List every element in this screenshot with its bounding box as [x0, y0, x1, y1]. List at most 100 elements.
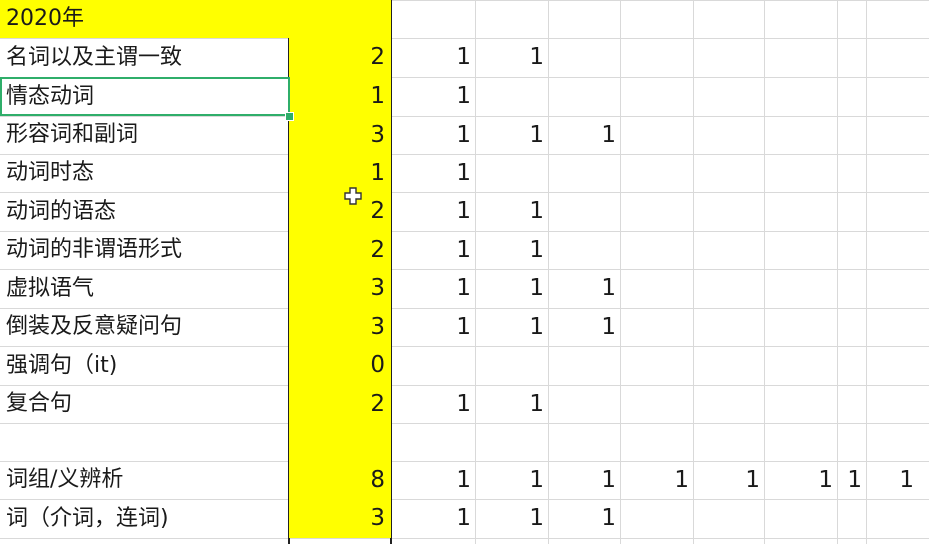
tally-cell[interactable] — [764, 385, 837, 423]
tally-cell[interactable] — [866, 154, 918, 192]
tally-cell[interactable]: 1 — [456, 198, 471, 224]
tally-cell[interactable] — [391, 423, 475, 461]
topic-count-cell[interactable]: 1 — [289, 154, 391, 192]
tally-cell[interactable] — [837, 116, 866, 154]
tally-cell[interactable] — [620, 192, 693, 231]
tally-cell[interactable] — [620, 154, 693, 192]
tally-cell[interactable]: 1 — [529, 44, 544, 70]
tally-cell[interactable]: 1 — [456, 505, 471, 531]
tally-cell[interactable] — [764, 346, 837, 385]
tally-cell[interactable] — [764, 269, 837, 308]
tally-cell[interactable] — [866, 38, 918, 77]
tally-cell[interactable]: 1 — [529, 236, 544, 263]
tally-cell[interactable] — [620, 38, 693, 77]
tally-cell[interactable]: 1 — [456, 466, 471, 493]
topic-label-cell[interactable]: 词组/义辨析 — [6, 467, 124, 492]
tally-cell[interactable] — [475, 77, 548, 116]
tally-cell[interactable] — [866, 346, 918, 385]
tally-cell[interactable] — [866, 192, 918, 231]
tally-cell[interactable] — [866, 77, 918, 116]
tally-cell[interactable]: 1 — [456, 44, 471, 70]
tally-cell[interactable] — [693, 269, 764, 308]
tally-cell[interactable] — [548, 192, 620, 231]
tally-cell[interactable]: 1 — [601, 505, 616, 531]
tally-cell[interactable]: 1 — [818, 466, 833, 493]
topic-count-cell[interactable]: 3 — [289, 308, 391, 346]
topic-count-cell[interactable]: 0 — [289, 346, 391, 385]
tally-cell[interactable] — [764, 38, 837, 77]
tally-cell[interactable]: 1 — [529, 275, 544, 301]
tally-cell[interactable] — [866, 269, 918, 308]
topic-label-cell[interactable]: 强调句（it) — [6, 352, 118, 378]
tally-cell[interactable]: 1 — [529, 505, 544, 531]
tally-cell[interactable]: 1 — [456, 275, 471, 301]
tally-cell[interactable]: 1 — [601, 466, 616, 493]
tally-cell[interactable]: 1 — [847, 466, 862, 493]
tally-cell[interactable] — [693, 192, 764, 231]
tally-cell[interactable]: 1 — [529, 198, 544, 224]
topic-label-cell[interactable] — [0, 423, 289, 461]
tally-cell[interactable] — [693, 308, 764, 346]
tally-cell[interactable]: 1 — [745, 466, 760, 493]
topic-count-cell[interactable]: 2 — [289, 192, 391, 231]
topic-label-cell[interactable]: 词（介词，连词) — [6, 505, 169, 531]
tally-cell[interactable] — [693, 346, 764, 385]
tally-cell[interactable] — [764, 77, 837, 116]
topic-label-cell[interactable]: 形容词和副词 — [6, 122, 139, 147]
topic-label-cell[interactable]: 复合句 — [6, 391, 73, 416]
topic-count-cell[interactable]: 2 — [289, 385, 391, 423]
tally-cell[interactable] — [837, 38, 866, 77]
tally-cell[interactable] — [764, 499, 837, 538]
tally-cell[interactable] — [837, 423, 866, 461]
tally-cell[interactable] — [837, 231, 866, 269]
tally-cell[interactable] — [837, 385, 866, 423]
tally-cell[interactable] — [620, 423, 693, 461]
tally-cell[interactable] — [693, 499, 764, 538]
tally-cell[interactable] — [866, 116, 918, 154]
tally-cell[interactable] — [620, 308, 693, 346]
topic-label-cell[interactable]: 情态动词 — [6, 83, 95, 109]
tally-cell[interactable] — [548, 38, 620, 77]
tally-cell[interactable]: 1 — [456, 236, 471, 263]
tally-cell[interactable] — [620, 116, 693, 154]
tally-cell[interactable] — [837, 154, 866, 192]
tally-cell[interactable] — [693, 154, 764, 192]
tally-cell[interactable]: 1 — [529, 313, 544, 340]
tally-cell[interactable] — [693, 385, 764, 423]
topic-count-cell[interactable]: 1 — [289, 77, 391, 116]
tally-cell[interactable]: 1 — [601, 313, 616, 340]
tally-cell[interactable] — [837, 77, 866, 116]
tally-cell[interactable]: 1 — [529, 390, 544, 417]
tally-cell[interactable] — [764, 154, 837, 192]
tally-cell[interactable] — [693, 77, 764, 116]
tally-cell[interactable] — [693, 231, 764, 269]
tally-cell[interactable] — [764, 423, 837, 461]
topic-count-cell[interactable]: 3 — [289, 116, 391, 154]
topic-count-cell[interactable]: 3 — [289, 499, 391, 538]
tally-cell[interactable] — [693, 116, 764, 154]
topic-label-cell[interactable]: 动词时态 — [6, 160, 95, 185]
tally-cell[interactable] — [866, 385, 918, 423]
tally-cell[interactable] — [693, 423, 764, 461]
tally-cell[interactable] — [620, 231, 693, 269]
topic-count-cell[interactable]: 3 — [289, 269, 391, 308]
tally-cell[interactable] — [866, 308, 918, 346]
tally-cell[interactable] — [764, 231, 837, 269]
tally-cell[interactable] — [837, 192, 866, 231]
tally-cell[interactable] — [620, 269, 693, 308]
fill-handle[interactable] — [285, 112, 294, 121]
tally-cell[interactable] — [475, 346, 548, 385]
topic-label-cell[interactable]: 动词的非谓语形式 — [6, 237, 183, 262]
tally-cell[interactable] — [548, 423, 620, 461]
tally-cell[interactable] — [620, 346, 693, 385]
tally-cell[interactable]: 1 — [456, 313, 471, 340]
tally-cell[interactable] — [866, 231, 918, 269]
topic-count-cell[interactable]: 2 — [289, 38, 391, 77]
tally-cell[interactable] — [475, 154, 548, 192]
tally-cell[interactable]: 1 — [456, 83, 471, 109]
tally-cell[interactable] — [837, 269, 866, 308]
tally-cell[interactable] — [837, 499, 866, 538]
topic-label-cell[interactable]: 名词以及主谓一致 — [6, 44, 183, 70]
tally-cell[interactable]: 1 — [529, 466, 544, 493]
tally-cell[interactable]: 1 — [456, 390, 471, 417]
